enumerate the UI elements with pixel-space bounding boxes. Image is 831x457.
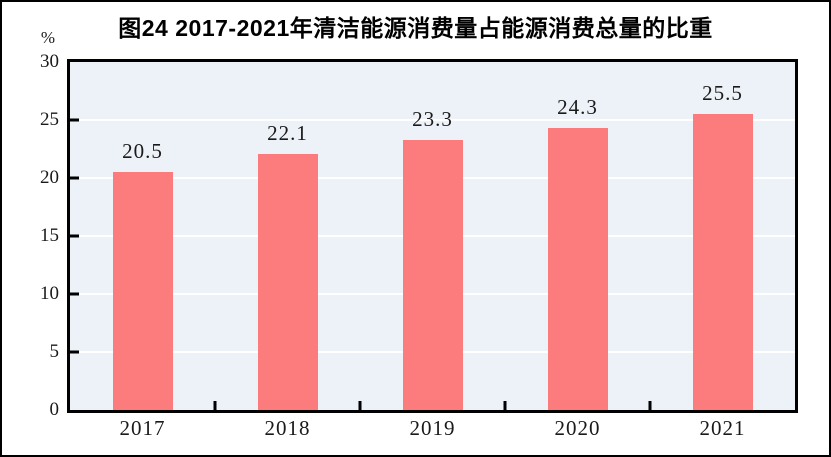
plot-area: 20.5 22.1 23.3 24.3 25.5 bbox=[67, 59, 798, 413]
x-axis-label-2020: 2020 bbox=[554, 416, 601, 440]
y-axis-label: 15 bbox=[40, 225, 59, 246]
x-axis-labels: 2017 2018 2019 2020 2021 bbox=[70, 416, 795, 450]
bar-value-label-2017: 20.5 bbox=[122, 139, 163, 164]
bar-2019 bbox=[402, 139, 463, 410]
y-axis-label: 5 bbox=[49, 341, 60, 362]
bar-2018 bbox=[257, 153, 318, 410]
x-axis-label-2018: 2018 bbox=[264, 416, 311, 440]
bar-value-label-2019: 23.3 bbox=[412, 106, 453, 131]
y-axis-unit-label: % bbox=[40, 28, 55, 47]
bar-value-label-2021: 25.5 bbox=[702, 81, 743, 106]
y-axis-label: 30 bbox=[40, 51, 59, 72]
gridline-25 bbox=[70, 119, 795, 121]
x-axis-label-2017: 2017 bbox=[119, 416, 166, 440]
chart-title: 图24 2017-2021年清洁能源消费量占能源消费总量的比重 bbox=[118, 15, 713, 41]
x-axis-label-2021: 2021 bbox=[699, 416, 746, 440]
y-axis-labels: 0 5 10 15 20 25 30 bbox=[2, 51, 60, 420]
y-tick-mark-15 bbox=[70, 234, 79, 238]
y-axis-label: 20 bbox=[40, 167, 59, 188]
x-tick-mark-3 bbox=[503, 401, 507, 410]
y-tick-mark-5 bbox=[70, 350, 79, 354]
bar-2020 bbox=[547, 128, 608, 410]
x-tick-mark-4 bbox=[648, 401, 652, 410]
x-tick-mark-1 bbox=[213, 401, 217, 410]
y-tick-mark-10 bbox=[70, 292, 79, 296]
bar-value-label-2020: 24.3 bbox=[557, 95, 598, 120]
bar-2017 bbox=[112, 172, 173, 410]
x-axis-label-2019: 2019 bbox=[409, 416, 456, 440]
y-axis-label: 0 bbox=[49, 399, 60, 420]
y-axis-label: 10 bbox=[40, 283, 59, 304]
y-tick-mark-25 bbox=[70, 118, 79, 122]
y-axis-label: 25 bbox=[40, 109, 59, 130]
bar-value-label-2018: 22.1 bbox=[267, 120, 308, 145]
y-tick-mark-20 bbox=[70, 176, 79, 180]
bar-2021 bbox=[692, 114, 753, 410]
x-tick-mark-2 bbox=[358, 401, 362, 410]
